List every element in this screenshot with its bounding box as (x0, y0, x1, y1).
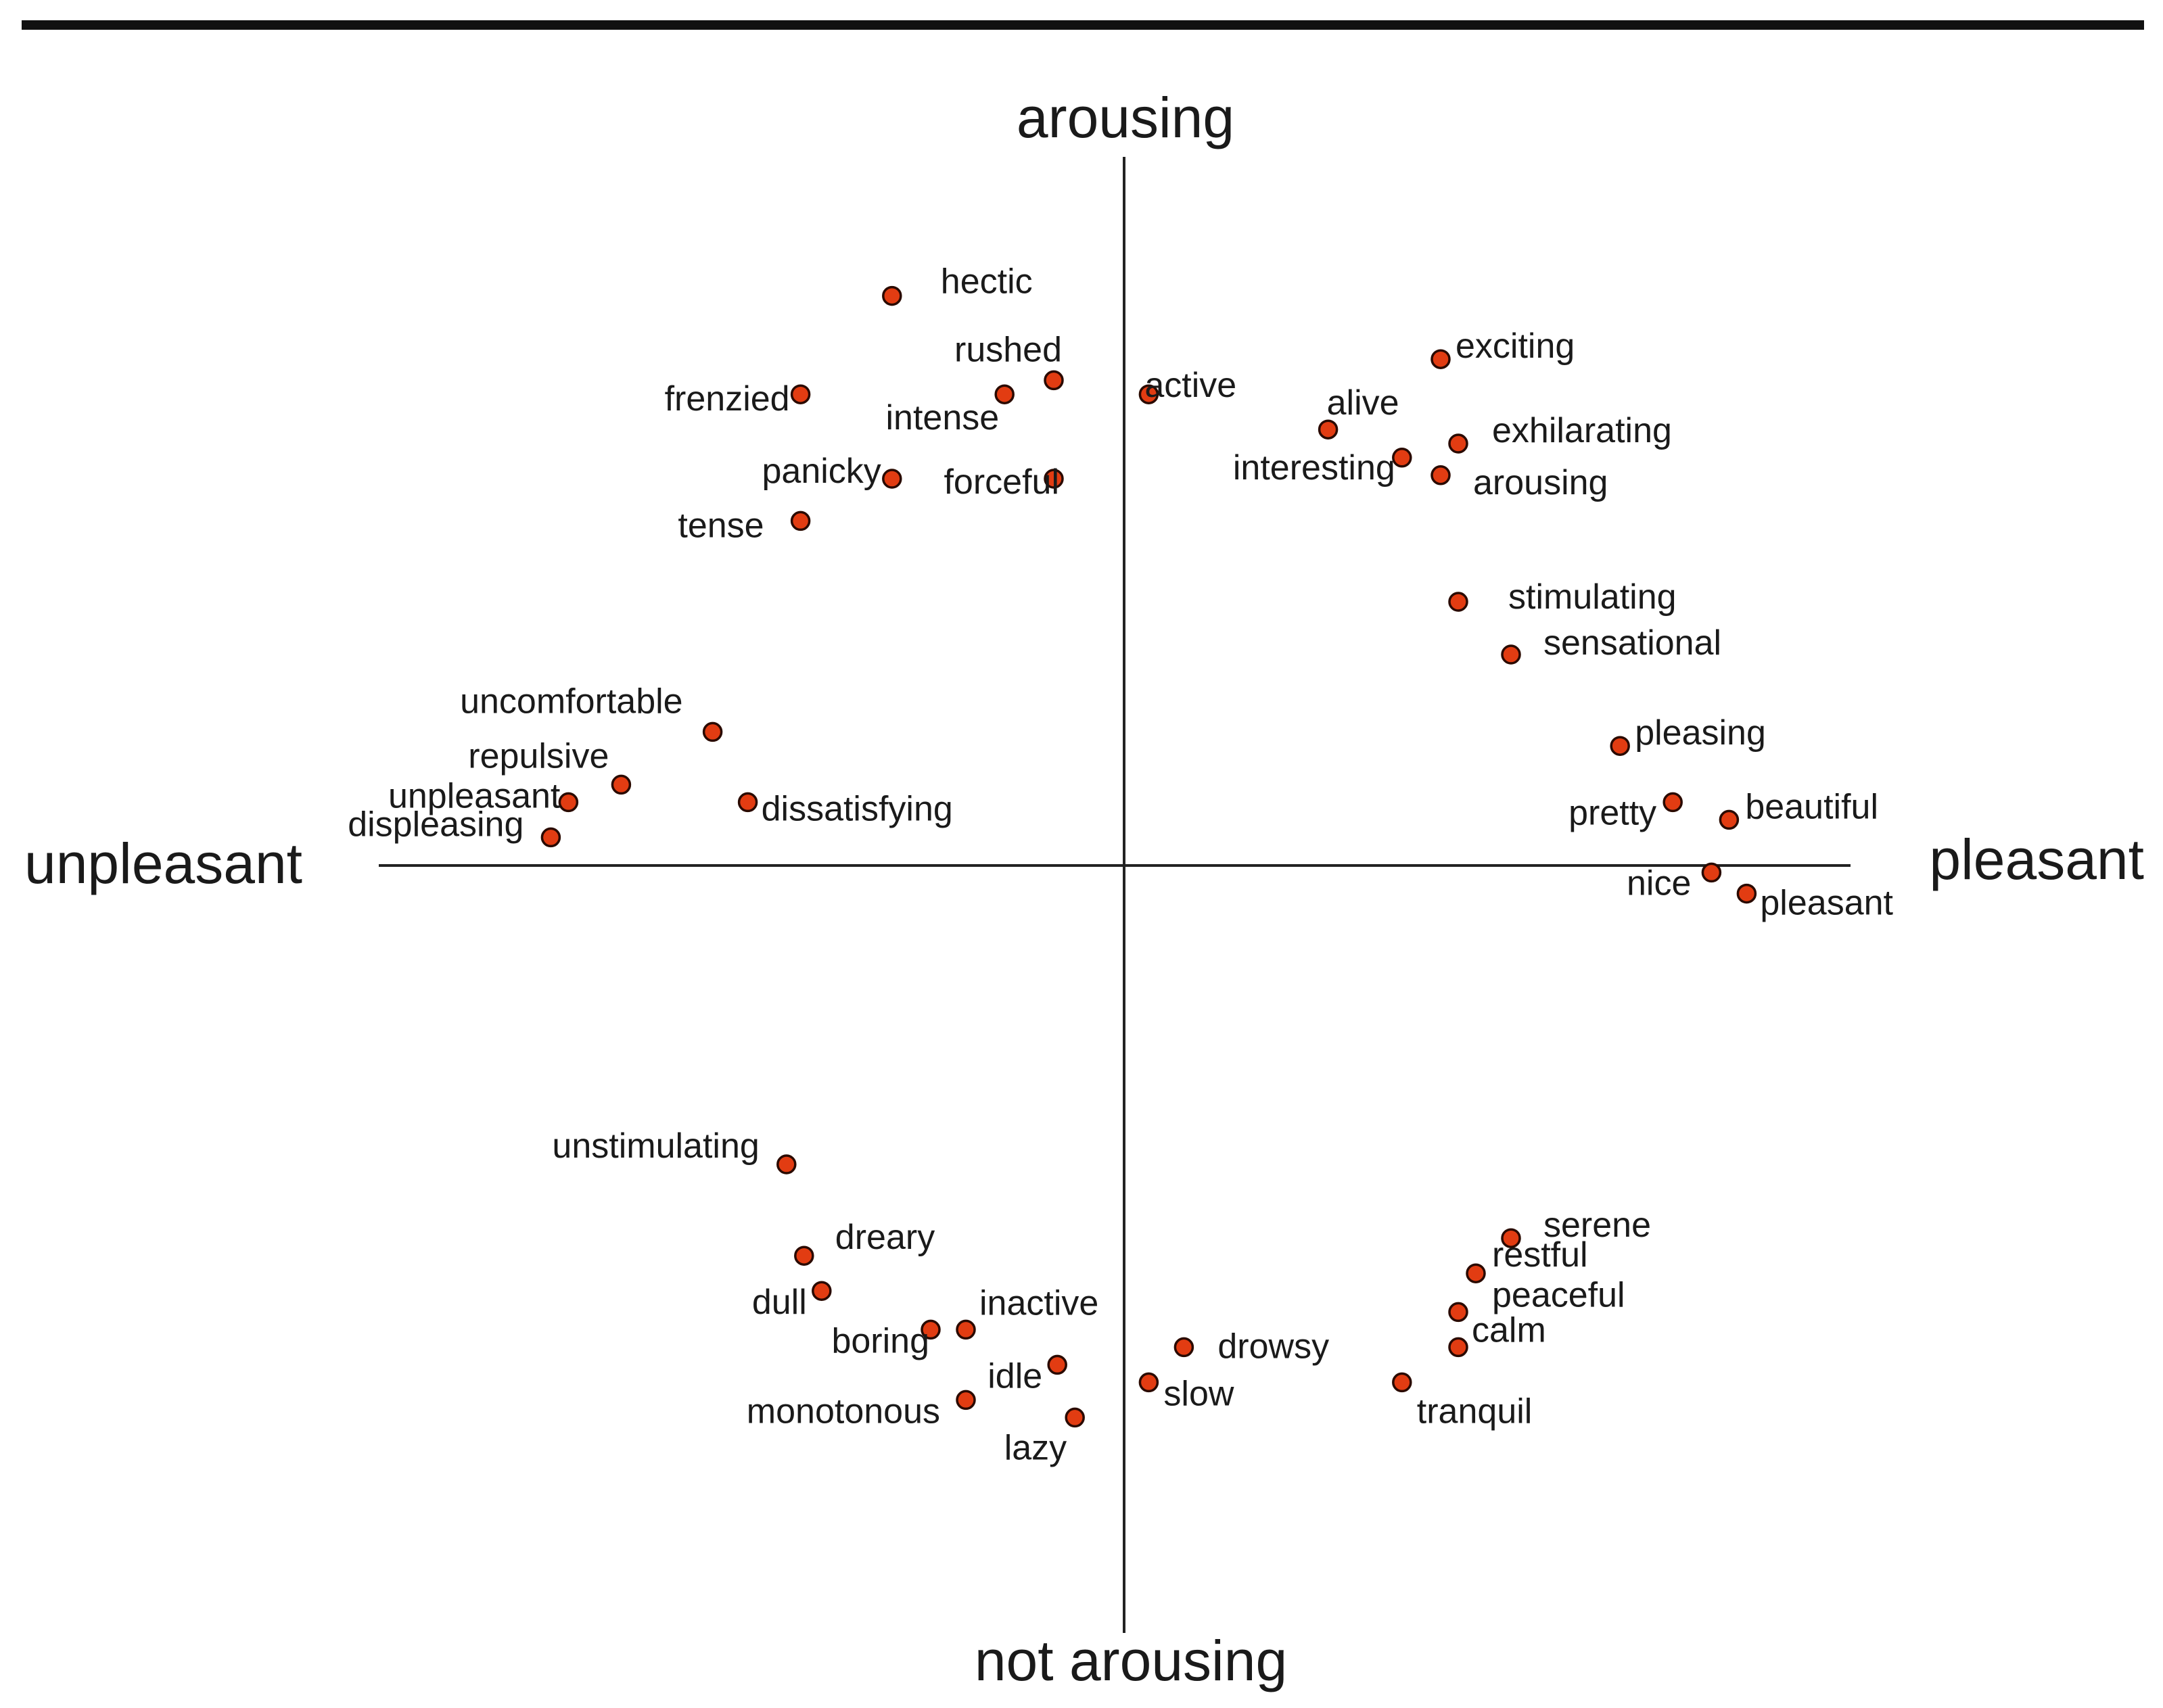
point-tense (790, 511, 811, 531)
point-label-unstimulating: unstimulating (552, 1126, 759, 1166)
point-label-lazy: lazy (1004, 1428, 1067, 1467)
point-idle (1047, 1354, 1067, 1375)
point-slow (1138, 1372, 1159, 1393)
point-label-serene: serene (1543, 1206, 1651, 1245)
point-monotonous (956, 1390, 976, 1410)
point-label-nice: nice (1627, 863, 1691, 903)
point-label-uncomfortable: uncomfortable (460, 682, 683, 721)
point-alive (1318, 419, 1339, 440)
point-label-beautiful: beautiful (1745, 787, 1878, 826)
points-layer (540, 285, 1757, 1428)
point-arousing (1431, 465, 1451, 485)
point-label-exciting: exciting (1456, 327, 1575, 366)
point-rushed (1044, 370, 1064, 391)
point-label-intense: intense (886, 398, 1000, 437)
point-label-interesting: interesting (1233, 448, 1395, 488)
point-label-panicky: panicky (762, 452, 881, 491)
point-beautiful (1719, 809, 1740, 830)
point-pleasing (1610, 736, 1630, 756)
point-panicky (882, 469, 902, 489)
point-label-sensational: sensational (1543, 623, 1721, 663)
point-label-restful: restful (1492, 1235, 1588, 1275)
point-repulsive (611, 774, 632, 795)
point-label-stimulating: stimulating (1508, 577, 1677, 617)
point-peaceful (1448, 1302, 1468, 1323)
point-label-dissatisfying: dissatisfying (762, 789, 953, 828)
point-label-arousing: arousing (1473, 463, 1608, 502)
point-label-pleasant: pleasant (1760, 884, 1893, 923)
point-unpleasant (558, 792, 579, 813)
point-interesting (1392, 448, 1412, 468)
point-label-slow: slow (1163, 1374, 1234, 1413)
point-label-active: active (1144, 366, 1236, 405)
point-intense (994, 384, 1015, 404)
point-label-pretty: pretty (1568, 793, 1656, 832)
point-label-peaceful: peaceful (1492, 1275, 1625, 1314)
point-drowsy (1173, 1337, 1194, 1358)
point-label-pleasing: pleasing (1635, 713, 1766, 753)
point-label-dull: dull (752, 1283, 807, 1322)
point-pretty (1662, 792, 1683, 813)
point-lazy (1065, 1407, 1085, 1428)
point-forceful (1044, 469, 1064, 489)
point-dissatisfying (737, 792, 758, 813)
point-label-monotonous: monotonous (747, 1392, 940, 1431)
point-label-boring: boring (831, 1321, 929, 1360)
point-tranquil (1392, 1372, 1412, 1393)
point-label-drowsy: drowsy (1217, 1327, 1329, 1366)
point-label-frenzied: frenzied (665, 379, 790, 419)
point-hectic (882, 285, 902, 306)
point-label-alive: alive (1327, 383, 1399, 423)
point-dull (812, 1281, 832, 1301)
point-active (1138, 384, 1159, 404)
point-label-unpleasant: unpleasant (388, 776, 561, 815)
point-displeasing (540, 827, 561, 848)
point-label-inactive: inactive (979, 1283, 1098, 1323)
point-label-rushed: rushed (954, 330, 1062, 369)
point-uncomfortable (702, 721, 723, 742)
point-serene (1501, 1228, 1521, 1248)
point-label-forceful: forceful (944, 462, 1059, 502)
point-stimulating (1448, 592, 1468, 612)
point-pleasant (1736, 883, 1757, 904)
point-label-hectic: hectic (941, 262, 1033, 302)
point-unstimulating (776, 1154, 797, 1175)
point-boring (921, 1319, 941, 1340)
point-frenzied (790, 384, 811, 404)
axis-label-top: arousing (1017, 86, 1234, 149)
point-label-calm: calm (1472, 1310, 1546, 1350)
point-exciting (1431, 349, 1451, 369)
point-label-dreary: dreary (835, 1218, 935, 1257)
point-label-idle: idle (987, 1356, 1042, 1396)
axis-label-right: pleasant (1929, 828, 2144, 891)
point-inactive (956, 1319, 976, 1340)
point-calm (1448, 1337, 1468, 1358)
point-label-tense: tense (678, 506, 764, 545)
axis-label-bottom: not arousing (975, 1629, 1287, 1692)
point-exhilarating (1448, 433, 1468, 454)
point-dreary (794, 1246, 814, 1266)
point-label-displeasing: displeasing (348, 805, 524, 844)
point-label-exhilarating: exhilarating (1492, 411, 1672, 450)
axis-label-left: unpleasant (24, 832, 302, 895)
point-label-repulsive: repulsive (468, 736, 609, 776)
point-restful (1466, 1263, 1486, 1283)
point-label-tranquil: tranquil (1417, 1392, 1533, 1431)
point-sensational (1501, 644, 1521, 665)
point-nice (1701, 862, 1722, 883)
